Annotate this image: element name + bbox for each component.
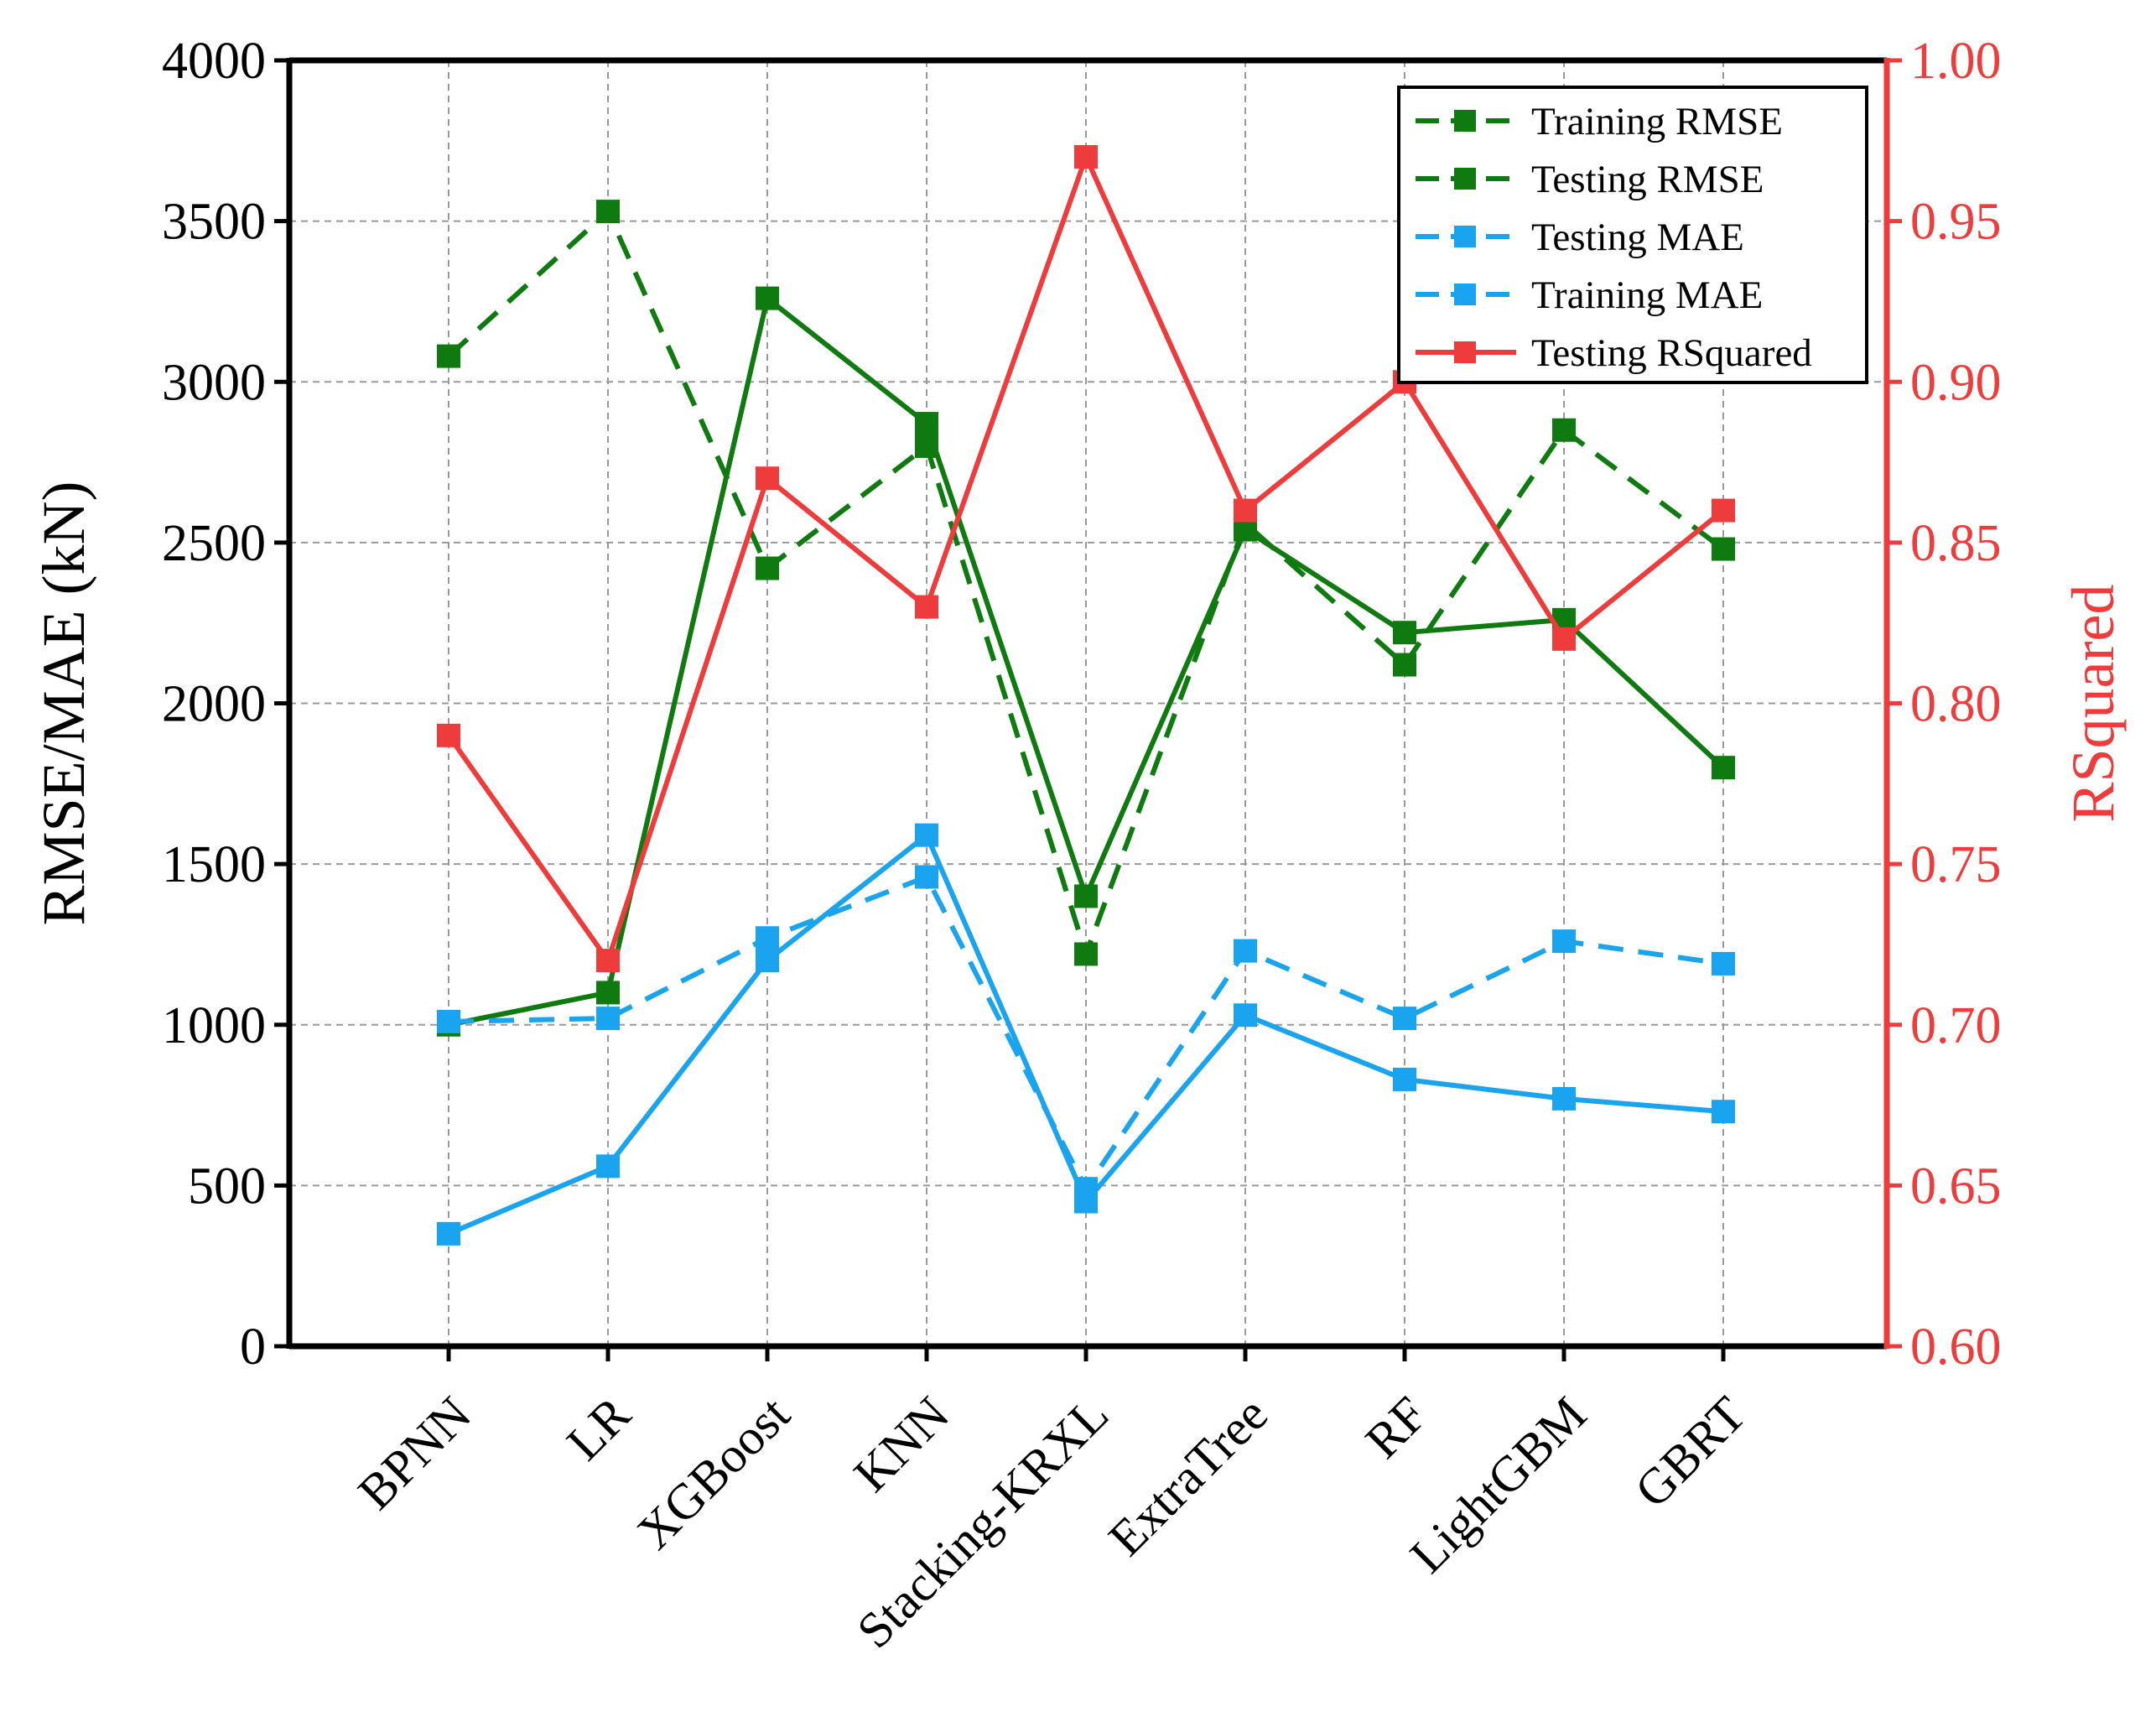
series-marker [1712, 1100, 1735, 1124]
series-marker [1074, 144, 1098, 169]
left-tick-label: 4000 [162, 33, 266, 90]
right-tick-label: 0.75 [1910, 836, 2002, 893]
left-tick-label: 1500 [162, 836, 266, 893]
series-marker [756, 949, 779, 973]
right-tick-label: 0.85 [1910, 515, 2002, 572]
series-marker [1552, 418, 1576, 442]
series-marker [1712, 537, 1735, 561]
series-marker [1712, 498, 1735, 523]
series-layer [437, 144, 1735, 1246]
legend-marker [1454, 110, 1476, 132]
left-tick-label: 2500 [162, 515, 266, 572]
legend-label: Testing MAE [1531, 216, 1744, 259]
left-tick-label: 1000 [162, 997, 266, 1054]
series-marker [1074, 1189, 1098, 1214]
series-marker [756, 556, 779, 580]
series-marker [1234, 498, 1257, 523]
right-tick-label: 0.70 [1910, 997, 2002, 1054]
series-marker [915, 823, 938, 847]
right-axis-title: RSquared [2060, 585, 2127, 823]
series-marker [596, 1154, 620, 1178]
series-marker [1552, 929, 1576, 954]
series-marker [1712, 951, 1735, 976]
series-marker [1393, 621, 1416, 645]
series-marker [596, 200, 620, 224]
legend-box [1397, 86, 1868, 384]
right-tick-label: 0.80 [1910, 676, 2002, 733]
series-marker [915, 412, 938, 436]
series-marker [1074, 884, 1098, 908]
legend-marker [1454, 284, 1476, 305]
series-marker [1552, 1086, 1576, 1111]
series-marker [437, 1009, 460, 1033]
left-tick-label: 0 [240, 1319, 266, 1376]
series-marker [915, 595, 938, 619]
series-marker [1393, 1067, 1416, 1091]
legend-label: Training MAE [1531, 273, 1763, 317]
left-tick-label: 2000 [162, 676, 266, 733]
right-tick-label: 0.60 [1910, 1319, 2002, 1376]
series-marker [1393, 653, 1416, 677]
series-marker [437, 1221, 460, 1246]
series-marker [596, 981, 620, 1005]
series-marker [1234, 939, 1257, 963]
left-tick-label: 3500 [162, 194, 266, 251]
series-marker [1234, 1003, 1257, 1028]
right-tick-label: 1.00 [1910, 33, 2002, 90]
right-tick-label: 0.90 [1910, 354, 2002, 411]
series-marker [756, 286, 779, 310]
series-marker [437, 723, 460, 747]
legend-label: Training RMSE [1531, 100, 1783, 143]
legend-marker [1454, 341, 1476, 363]
series-marker [596, 949, 620, 973]
left-tick-label: 500 [188, 1158, 266, 1215]
legend-marker [1454, 168, 1476, 190]
series-marker [596, 1007, 620, 1031]
legend-marker [1454, 226, 1476, 247]
series-marker [756, 926, 779, 950]
series-marker [437, 344, 460, 368]
series-marker [1074, 942, 1098, 966]
right-tick-label: 0.95 [1910, 194, 2002, 251]
legend-label: Testing RMSE [1531, 158, 1764, 201]
left-axis-title: RMSE/MAE (kN) [30, 481, 97, 925]
series-marker [1393, 1007, 1416, 1031]
right-tick-label: 0.65 [1910, 1158, 2002, 1215]
series-marker [756, 466, 779, 491]
legend: Training RMSE Testing RMSE Testing MAE Trai… [1397, 86, 1868, 384]
left-tick-label: 3000 [162, 354, 266, 411]
series-marker [1712, 756, 1735, 780]
series-marker [1552, 627, 1576, 651]
series-marker [915, 865, 938, 889]
legend-label: Testing RSquared [1531, 331, 1812, 375]
